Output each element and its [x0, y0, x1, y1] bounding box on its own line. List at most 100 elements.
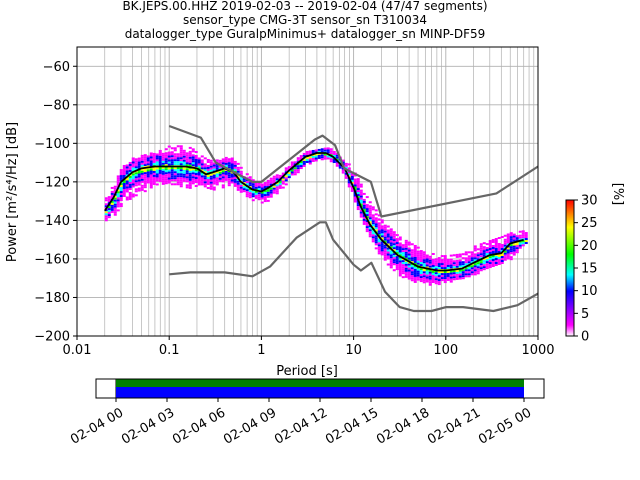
density-cell	[446, 266, 450, 269]
density-cell	[335, 154, 339, 157]
density-cell	[227, 174, 231, 177]
density-cell	[365, 222, 369, 225]
density-cell	[203, 183, 207, 186]
density-cell	[185, 158, 189, 161]
density-cell	[497, 237, 501, 240]
density-cell	[485, 243, 489, 246]
density-cell	[230, 157, 234, 160]
density-cell	[374, 237, 378, 240]
density-cell	[221, 158, 225, 161]
density-cell	[212, 176, 216, 179]
density-cell	[392, 253, 396, 256]
density-cell	[194, 181, 198, 184]
density-cell	[194, 161, 198, 164]
density-cell	[407, 265, 411, 268]
density-cell	[428, 259, 432, 262]
density-cell	[149, 164, 153, 167]
density-cell	[155, 163, 159, 166]
density-cell	[212, 186, 216, 189]
density-cell	[119, 189, 123, 192]
density-cell	[149, 178, 153, 181]
density-cell	[278, 174, 282, 177]
density-cell	[263, 198, 267, 201]
density-cell	[173, 169, 177, 172]
density-cell	[374, 221, 378, 224]
density-cell	[230, 179, 234, 182]
density-cell	[128, 165, 132, 168]
density-cell	[389, 262, 393, 265]
density-cell	[269, 189, 273, 192]
density-cell	[392, 249, 396, 252]
density-cell	[233, 162, 237, 165]
density-cell	[266, 181, 270, 184]
density-cell	[197, 177, 201, 180]
density-cell	[146, 179, 150, 182]
density-cell	[377, 242, 381, 245]
density-cell	[221, 170, 225, 173]
density-cell	[188, 186, 192, 189]
density-cell	[167, 167, 171, 170]
density-cell	[419, 256, 423, 259]
density-cell	[422, 269, 426, 272]
density-cell	[413, 250, 417, 253]
density-cell	[173, 177, 177, 180]
density-cell	[206, 176, 210, 179]
density-cell	[482, 258, 486, 261]
density-cell	[230, 167, 234, 170]
density-cell	[242, 178, 246, 181]
density-cell	[419, 258, 423, 261]
density-cell	[146, 157, 150, 160]
x-tick-label: 10	[345, 343, 362, 358]
density-cell	[512, 245, 516, 248]
density-cell	[185, 178, 189, 181]
density-cell	[227, 166, 231, 169]
density-cell	[209, 177, 213, 180]
density-cell	[176, 145, 180, 148]
density-cell	[437, 265, 441, 268]
density-cell	[128, 181, 132, 184]
density-cell	[485, 267, 489, 270]
density-cell	[500, 235, 504, 238]
y-tick-label: −200	[34, 330, 70, 345]
density-cell	[338, 164, 342, 167]
density-cell	[365, 228, 369, 231]
density-cell	[479, 269, 483, 272]
density-cell	[341, 159, 345, 162]
density-cell	[368, 205, 372, 208]
density-cell	[218, 161, 222, 164]
density-cell	[227, 184, 231, 187]
density-cell	[158, 157, 162, 160]
density-cell	[200, 161, 204, 164]
density-cell	[113, 207, 117, 210]
density-cell	[413, 254, 417, 257]
density-cell	[362, 214, 366, 217]
density-cell	[152, 160, 156, 163]
density-cell	[161, 174, 165, 177]
density-cell	[143, 182, 147, 185]
density-cell	[398, 258, 402, 261]
density-cell	[296, 165, 300, 168]
density-cell	[389, 246, 393, 249]
density-cell	[449, 270, 453, 273]
density-cell	[428, 255, 432, 258]
density-cell	[206, 174, 210, 177]
density-cell	[482, 248, 486, 251]
density-cell	[209, 163, 213, 166]
density-cell	[503, 258, 507, 261]
density-cell	[155, 179, 159, 182]
density-cell	[425, 262, 429, 265]
density-cell	[446, 264, 450, 267]
density-cell	[443, 275, 447, 278]
density-cell	[164, 148, 168, 151]
density-cell	[488, 264, 492, 267]
density-cell	[170, 161, 174, 164]
density-cell	[194, 177, 198, 180]
density-cell	[434, 260, 438, 263]
density-cell	[365, 206, 369, 209]
density-cell	[473, 271, 477, 274]
density-cell	[410, 267, 414, 270]
density-cell	[371, 222, 375, 225]
density-cell	[164, 182, 168, 185]
density-cell	[131, 165, 135, 168]
density-cell	[434, 274, 438, 277]
